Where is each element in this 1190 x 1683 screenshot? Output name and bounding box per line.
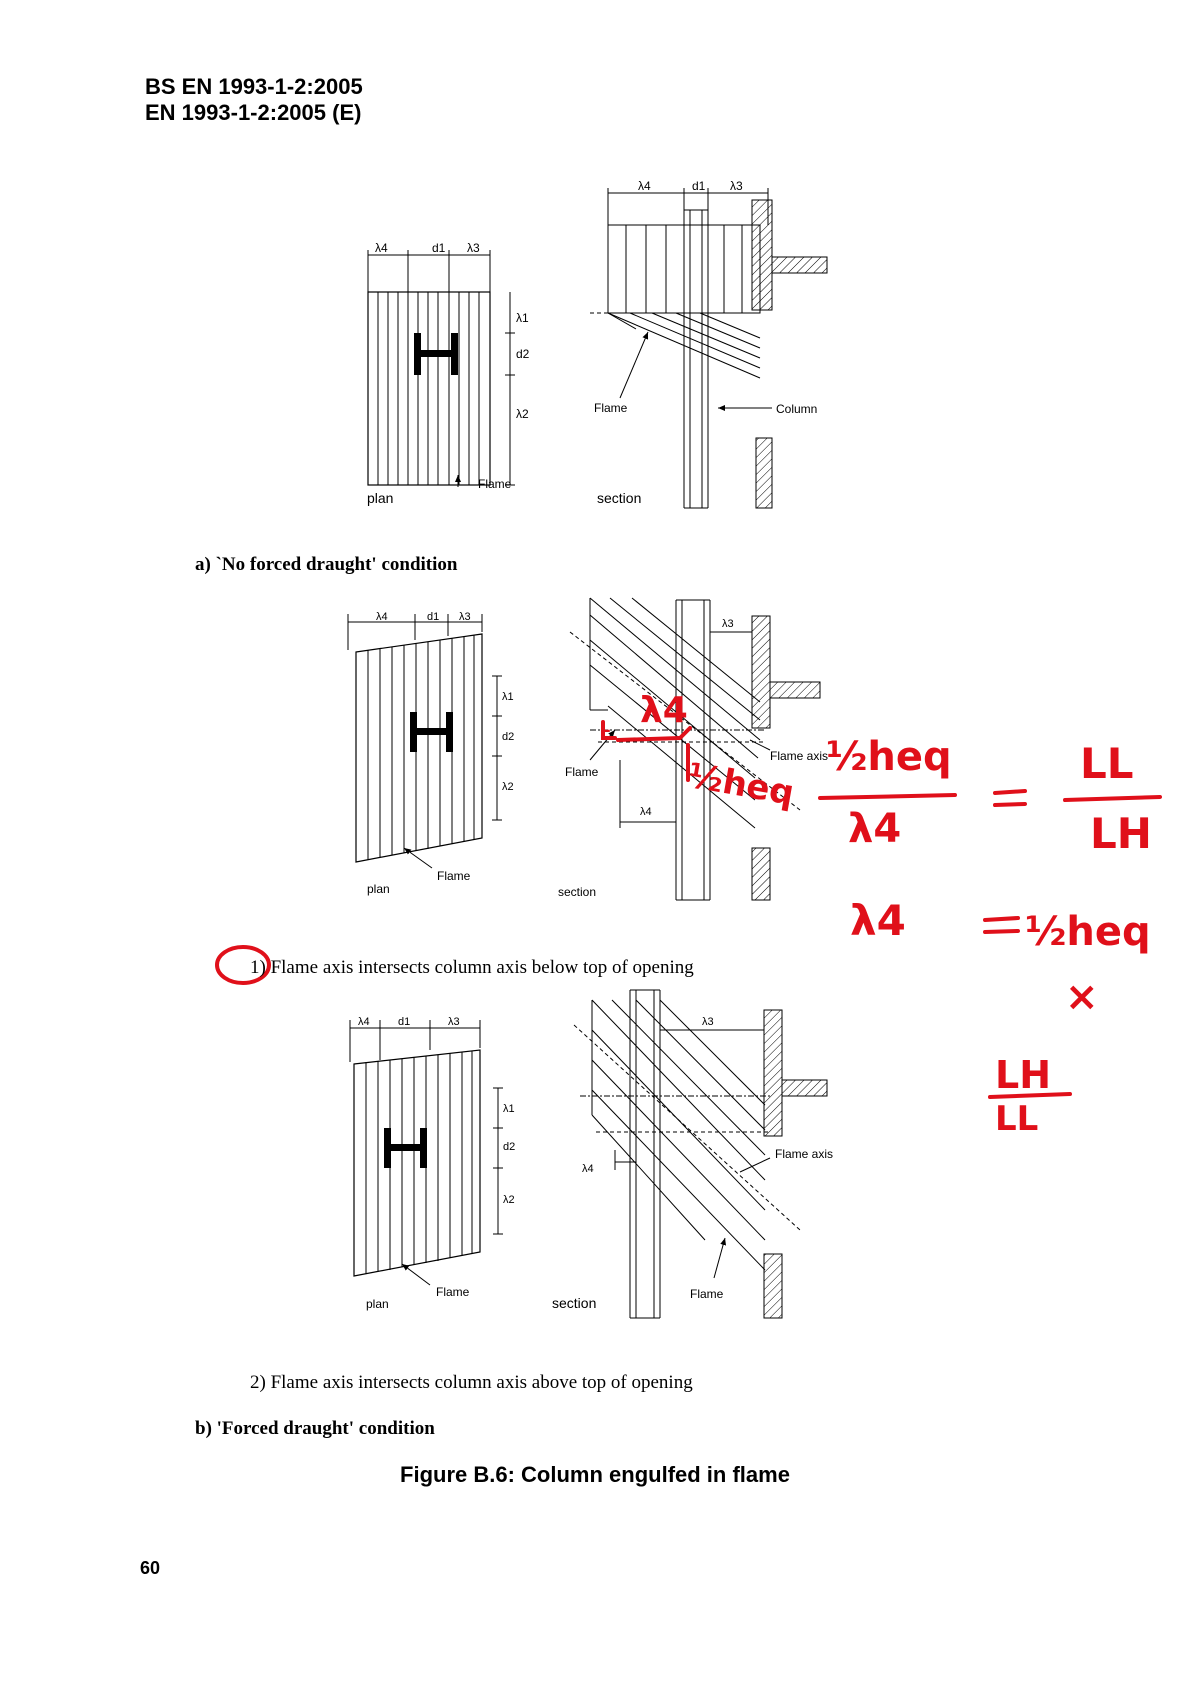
section-b1-flame-axis-label: Flame axis: [770, 749, 828, 763]
condition-b2-caption: 2) Flame axis intersects column axis abo…: [250, 1372, 693, 1394]
plan-a-lambda1: λ1: [516, 311, 529, 325]
hw-l-small: L: [600, 717, 610, 736]
hw-times: ×: [1065, 974, 1099, 1020]
figure-caption-text: Figure B.6: Column engulfed in flame: [400, 1462, 790, 1487]
plan-a-lambda2: λ2: [516, 407, 529, 421]
section-b1-flame-label: Flame: [565, 765, 599, 779]
hw-LL: LL: [1080, 739, 1134, 788]
hw-LH: LH: [1090, 809, 1152, 858]
plan-b2-lambda1: λ1: [503, 1103, 515, 1115]
plan-b1-label: plan: [367, 882, 390, 896]
condition-a-heading: a) `No forced draught' condition: [195, 554, 457, 576]
plan-a-label: plan: [367, 490, 393, 506]
section-b1-lambda3: λ3: [722, 618, 734, 630]
plan-b1: λ4 d1 λ3 λ1 d2 λ2: [348, 611, 514, 896]
section-b2-lambda3: λ3: [702, 1016, 714, 1028]
section-a-d1: d1: [692, 179, 706, 193]
section-a-lambda3: λ3: [730, 179, 743, 193]
figure-caption: Figure B.6: Column engulfed in flame: [0, 1462, 1190, 1488]
plan-a-lambda3: λ3: [467, 241, 480, 255]
plan-a-d1: d1: [432, 241, 446, 255]
hw-frac-denominator: λ4: [848, 806, 901, 852]
plan-b2-label: plan: [366, 1297, 389, 1311]
section-b2-column: [630, 990, 660, 1318]
section-a: λ4 d1 λ3: [590, 179, 827, 508]
handwritten-annotations: λ4 L ½heq ½heq λ4 LL LH λ4 ½heq × LH LL: [217, 690, 1160, 1139]
plan-b1-lambda1: λ1: [502, 691, 514, 703]
plan-a: λ4 d1 λ3 λ1: [367, 241, 530, 506]
plan-a-lambda4: λ4: [375, 241, 388, 255]
plan-a-d2: d2: [516, 347, 530, 361]
plan-b1-d2: d2: [502, 731, 514, 743]
hw-lambda4-top: λ4: [640, 690, 688, 731]
section-b2-flame-axis-label: Flame axis: [775, 1147, 833, 1161]
hw-line2-lambda4: λ4: [850, 896, 906, 945]
condition-b-heading: b) 'Forced draught' condition: [195, 1418, 435, 1440]
section-b1-label: section: [558, 885, 596, 899]
section-b2-flame-label: Flame: [690, 1287, 724, 1301]
plan-b1-lambda2: λ2: [502, 781, 514, 793]
plan-b1-lambda3: λ3: [459, 611, 471, 623]
hw-LH-numerator: LH: [995, 1053, 1051, 1097]
section-b1: λ3 λ4 Flame Flame axis section: [558, 598, 828, 900]
hw-frac-numerator: ½heq: [826, 734, 952, 780]
hw-LL-denominator: LL: [995, 1099, 1038, 1139]
section-a-column: [684, 210, 708, 508]
section-b1-lambda4: λ4: [640, 806, 652, 818]
plan-b1-lambda4: λ4: [376, 611, 388, 623]
hw-line2-half-heq: ½heq: [1025, 909, 1151, 955]
plan-b1-d1: d1: [427, 611, 439, 623]
hw-half-heq-top: ½heq: [685, 756, 797, 814]
section-a-label: section: [597, 490, 641, 506]
condition-b1-caption: 1) Flame axis intersects column axis bel…: [250, 957, 694, 979]
plan-a-column-section: [414, 333, 458, 375]
plan-b2-column-section: [384, 1128, 427, 1168]
plan-b2: λ4 d1 λ3 λ1 d2 λ2: [350, 1016, 515, 1311]
page-number: 60: [140, 1558, 160, 1579]
section-a-flame-label: Flame: [594, 401, 628, 415]
plan-b1-flame-label: Flame: [437, 869, 471, 883]
plan-b1-column-section: [410, 712, 453, 752]
section-b2-lambda4: λ4: [582, 1163, 594, 1175]
plan-a-flame-label: Flame: [478, 477, 512, 491]
plan-b2-lambda4: λ4: [358, 1016, 370, 1028]
plan-b2-d1: d1: [398, 1016, 410, 1028]
section-b2: λ3 λ4 Flame axis Flame section: [552, 990, 833, 1318]
plan-b2-lambda3: λ3: [448, 1016, 460, 1028]
plan-b2-lambda2: λ2: [503, 1194, 515, 1206]
section-a-lambda4: λ4: [638, 179, 651, 193]
section-b1-column: [676, 600, 710, 900]
section-b2-label: section: [552, 1295, 596, 1311]
section-a-column-label: Column: [776, 402, 817, 416]
plan-b2-d2: d2: [503, 1141, 515, 1153]
plan-b2-flame-label: Flame: [436, 1285, 470, 1299]
